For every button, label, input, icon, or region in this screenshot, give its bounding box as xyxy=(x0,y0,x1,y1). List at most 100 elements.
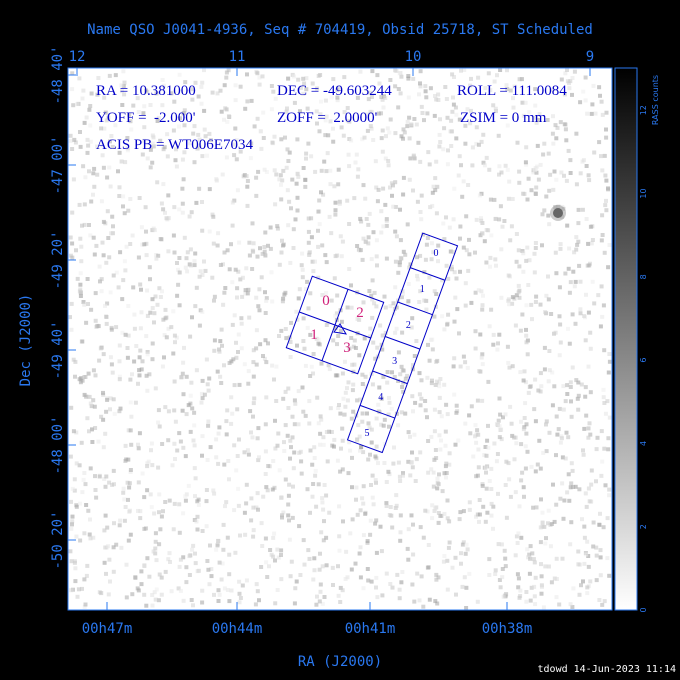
noise-dot xyxy=(70,71,75,76)
noise-dot xyxy=(576,221,581,226)
noise-dot xyxy=(415,199,420,204)
noise-dot xyxy=(133,400,138,405)
noise-dot xyxy=(202,68,206,73)
noise-dot xyxy=(69,559,74,564)
noise-dot xyxy=(156,408,161,413)
noise-dot xyxy=(223,106,228,111)
noise-dot xyxy=(99,277,104,282)
noise-dot xyxy=(433,506,438,511)
noise-dot xyxy=(410,450,414,455)
noise-dot xyxy=(321,435,326,440)
noise-dot xyxy=(475,398,480,403)
noise-dot xyxy=(463,281,468,286)
noise-dot xyxy=(184,256,189,261)
noise-dot xyxy=(199,101,204,106)
noise-dot xyxy=(574,131,579,136)
noise-dot xyxy=(583,75,588,80)
noise-dot xyxy=(263,311,268,315)
noise-dot xyxy=(307,421,312,426)
noise-dot xyxy=(125,148,130,153)
noise-dot xyxy=(424,242,429,247)
noise-dot xyxy=(491,332,496,337)
noise-dot xyxy=(280,299,285,304)
noise-dot xyxy=(416,140,421,145)
noise-dot xyxy=(362,135,367,140)
noise-dot xyxy=(221,522,226,527)
noise-dot xyxy=(157,572,162,577)
noise-dot xyxy=(148,165,153,170)
noise-dot xyxy=(366,97,371,102)
noise-dot xyxy=(199,400,204,405)
noise-dot xyxy=(259,521,264,526)
noise-dot xyxy=(542,345,547,350)
noise-dot xyxy=(117,523,122,528)
noise-dot xyxy=(290,177,295,182)
noise-dot xyxy=(316,73,321,78)
noise-dot xyxy=(252,124,257,129)
noise-dot xyxy=(229,395,234,400)
noise-dot xyxy=(156,420,161,425)
left-tick-label: -50 20' xyxy=(50,510,66,569)
noise-dot xyxy=(492,197,497,202)
noise-dot xyxy=(136,381,140,386)
noise-dot xyxy=(338,469,343,474)
noise-dot xyxy=(218,339,223,344)
noise-dot xyxy=(270,140,275,145)
acis-s-label: 0 xyxy=(434,248,439,259)
noise-dot xyxy=(212,294,217,299)
noise-dot xyxy=(82,471,87,475)
noise-dot xyxy=(494,459,499,464)
noise-dot xyxy=(180,157,185,162)
noise-dot xyxy=(229,421,234,426)
noise-dot xyxy=(559,170,564,175)
noise-dot xyxy=(307,250,312,255)
noise-dot xyxy=(375,595,380,600)
noise-dot xyxy=(196,94,201,99)
noise-dot xyxy=(500,567,505,571)
noise-dot xyxy=(607,487,612,492)
noise-dot xyxy=(525,197,530,202)
noise-dot xyxy=(171,233,176,238)
noise-dot xyxy=(323,253,328,258)
noise-dot xyxy=(273,601,278,606)
noise-dot xyxy=(452,75,456,79)
noise-dot xyxy=(139,310,144,315)
noise-dot xyxy=(579,382,584,387)
noise-dot xyxy=(529,585,534,590)
noise-dot xyxy=(288,574,293,579)
noise-dot xyxy=(145,313,150,318)
noise-dot xyxy=(341,133,346,138)
noise-dot xyxy=(256,507,260,512)
noise-dot xyxy=(225,535,230,540)
noise-dot xyxy=(524,333,529,338)
noise-dot xyxy=(374,416,379,421)
noise-dot xyxy=(166,326,171,331)
noise-dot xyxy=(313,169,318,174)
noise-dot xyxy=(380,593,385,598)
noise-dot xyxy=(307,253,312,257)
noise-dot xyxy=(401,368,406,373)
noise-dot xyxy=(230,322,235,327)
noise-dot xyxy=(78,538,83,543)
noise-dot xyxy=(383,156,388,161)
noise-dot xyxy=(85,137,90,142)
noise-dot xyxy=(181,392,186,397)
noise-dot xyxy=(445,516,450,521)
noise-dot xyxy=(159,592,164,597)
noise-dot xyxy=(288,260,293,265)
top-tick-label: 9 xyxy=(586,49,594,65)
noise-dot xyxy=(559,436,564,441)
noise-dot xyxy=(525,547,530,552)
noise-dot xyxy=(577,263,582,268)
noise-dot xyxy=(248,409,253,414)
noise-dot xyxy=(324,169,329,174)
noise-dot xyxy=(387,130,392,135)
noise-dot xyxy=(423,84,428,89)
noise-dot xyxy=(534,505,539,510)
noise-dot xyxy=(155,119,160,123)
noise-dot xyxy=(583,98,588,103)
noise-dot xyxy=(315,86,320,91)
noise-dot xyxy=(281,242,286,247)
noise-dot xyxy=(333,212,338,217)
noise-dot xyxy=(157,510,161,515)
